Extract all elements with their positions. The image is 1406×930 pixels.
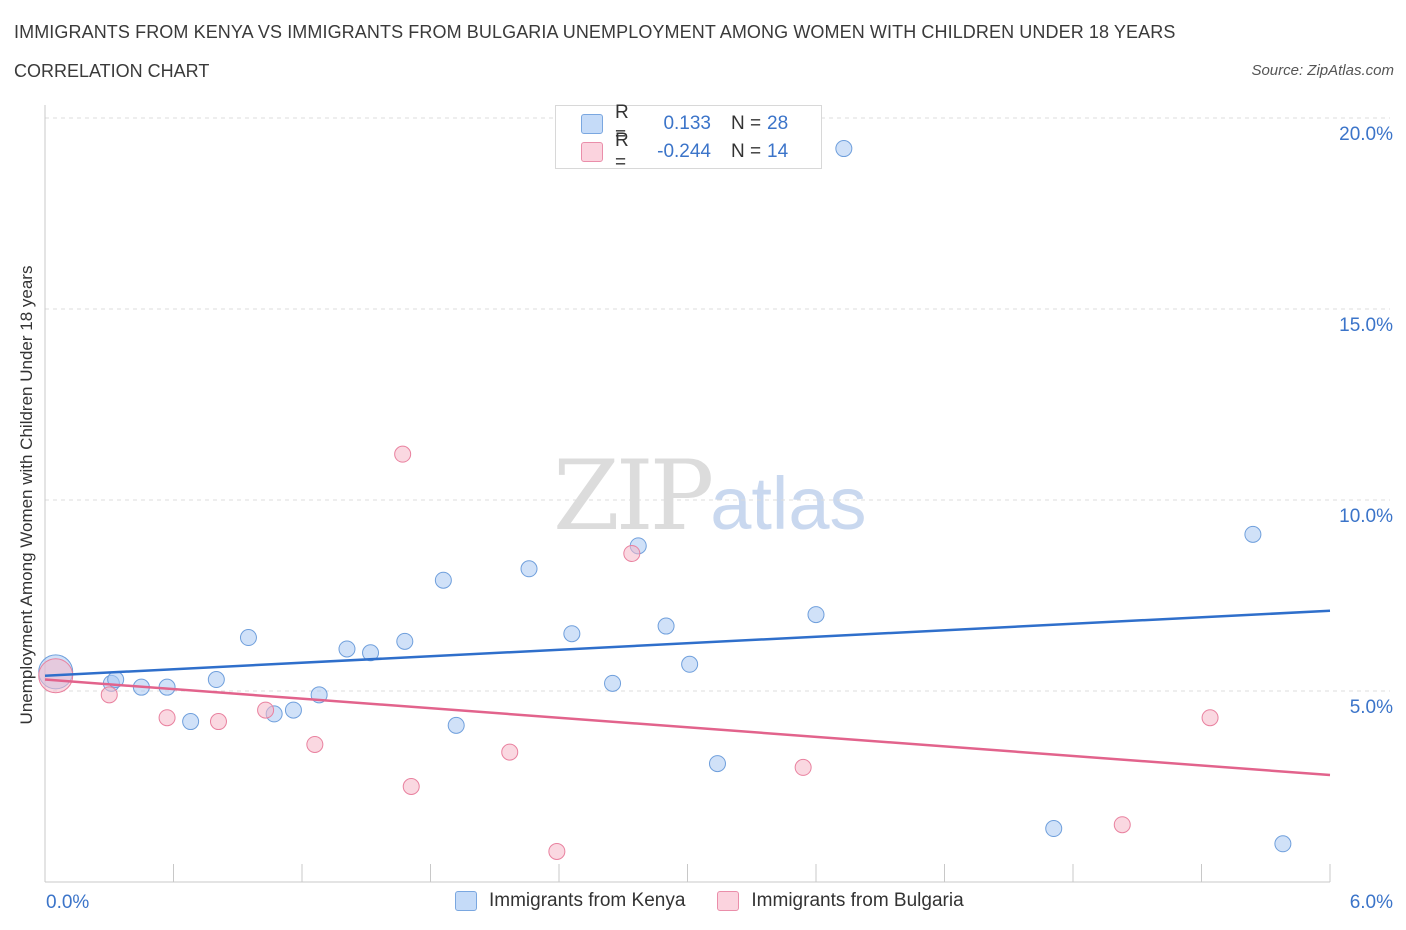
series-label-kenya: Immigrants from Kenya (489, 890, 686, 911)
series-legend-bulgaria[interactable]: Immigrants from Bulgaria (717, 890, 964, 912)
kenya-point (807, 606, 825, 624)
watermark-zip: ZIP (553, 440, 714, 552)
bulgaria-point (158, 709, 176, 727)
bulgaria-point (257, 701, 275, 719)
legend-r-value: 0.133 (663, 113, 711, 134)
watermark: ZIPatlas (553, 440, 867, 552)
watermark-atlas: atlas (710, 462, 867, 545)
bulgaria-point (1201, 709, 1219, 727)
kenya-point (708, 755, 726, 773)
y-tick-label: 10.0% (1339, 506, 1393, 527)
bulgaria-point (548, 842, 566, 860)
kenya-point (1274, 835, 1292, 853)
bulgaria-point (501, 743, 519, 761)
legend-n-value: 14 (767, 141, 789, 162)
bulgaria-point (794, 758, 812, 776)
chart-title: IMMIGRANTS FROM KENYA VS IMMIGRANTS FROM… (14, 22, 1176, 42)
correlation-legend: R = 0.133 N = 28 R = -0.244 N = 14 (555, 102, 822, 173)
kenya-point (207, 671, 225, 689)
legend-row-kenya: R = 0.133 N = 28 (581, 102, 789, 145)
legend-n-label: N = (731, 113, 762, 134)
y-tick-label: 15.0% (1339, 315, 1393, 336)
kenya-point (434, 571, 452, 589)
legend-r-label: R = (615, 130, 629, 173)
legend-r-label: R = (615, 102, 629, 145)
kenya-point (681, 655, 699, 673)
x-tick-label: 6.0% (1350, 892, 1393, 913)
source-label: Source: ZipAtlas.com (1251, 62, 1394, 79)
bulgaria-trend-line (44, 678, 1331, 777)
kenya-point (835, 140, 853, 158)
kenya-point (362, 644, 380, 662)
legend-swatch-bulgaria (581, 142, 603, 162)
kenya-point (1244, 525, 1262, 543)
bulgaria-point (209, 713, 227, 731)
kenya-point (563, 625, 581, 643)
bulgaria-point (394, 445, 412, 463)
series-swatch-bulgaria (717, 891, 740, 911)
kenya-point (182, 713, 200, 731)
kenya-point (604, 674, 622, 692)
kenya-point (657, 617, 675, 635)
series-legend: Immigrants from Kenya Immigrants from Bu… (455, 890, 996, 912)
kenya-point (239, 629, 257, 647)
legend-n-value: 28 (767, 113, 789, 134)
kenya-trend-line (44, 609, 1331, 677)
legend-swatch-kenya (581, 114, 603, 134)
y-axis-label: Unemployment Among Women with Children U… (17, 265, 36, 725)
legend-r-value: -0.244 (657, 141, 711, 162)
bulgaria-point (100, 686, 118, 704)
series-legend-kenya[interactable]: Immigrants from Kenya (455, 890, 685, 912)
y-tick-label: 5.0% (1350, 697, 1393, 718)
kenya-point (396, 632, 414, 650)
bulgaria-point (623, 544, 641, 562)
kenya-point (447, 716, 465, 734)
bulgaria-point (402, 778, 420, 795)
kenya-point (520, 560, 538, 578)
y-tick-label: 20.0% (1339, 124, 1393, 145)
series-swatch-kenya (455, 891, 477, 911)
kenya-point (1045, 820, 1063, 838)
kenya-point (338, 640, 356, 658)
x-tick-label: 0.0% (46, 892, 89, 913)
bulgaria-point (1113, 816, 1131, 834)
bulgaria-point (306, 735, 324, 753)
legend-row-bulgaria: R = -0.244 N = 14 (581, 130, 789, 173)
kenya-point (284, 701, 302, 719)
chart-subtitle: CORRELATION CHART (14, 61, 210, 81)
series-label-bulgaria: Immigrants from Bulgaria (751, 890, 964, 911)
legend-n-label: N = (731, 141, 762, 162)
